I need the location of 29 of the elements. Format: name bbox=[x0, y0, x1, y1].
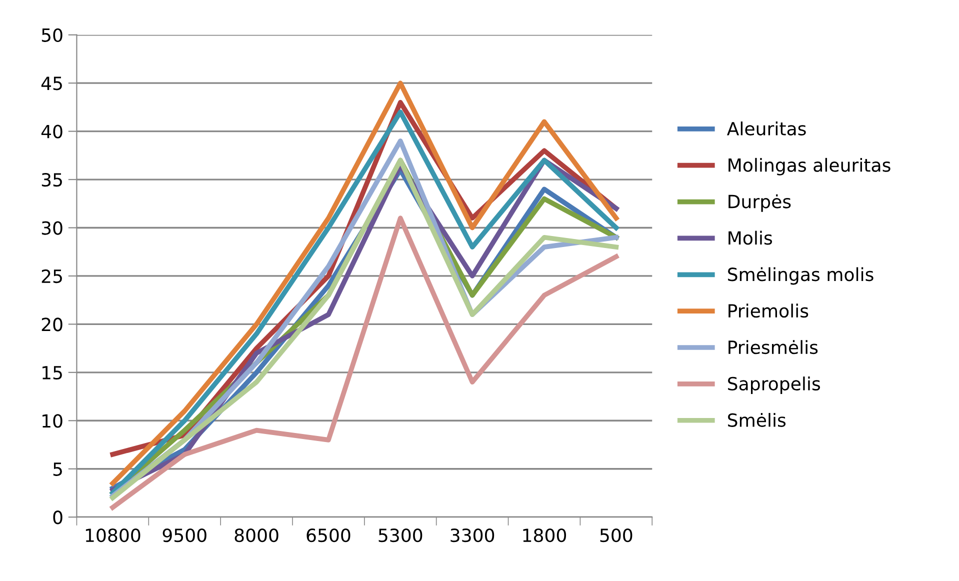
x-tick-label: 5300 bbox=[378, 528, 422, 542]
x-tick-label: 3300 bbox=[450, 528, 494, 542]
x-tick-label: 8000 bbox=[234, 528, 278, 542]
legend-label: Molingas aleuritas bbox=[728, 158, 890, 176]
y-tick-label: 25 bbox=[42, 269, 62, 284]
legend-label: Priemolis bbox=[728, 304, 808, 318]
y-tick-label: 5 bbox=[53, 462, 62, 476]
y-tick-label: 35 bbox=[42, 172, 62, 187]
line-series bbox=[110, 216, 619, 510]
x-tick-label: 1800 bbox=[523, 528, 566, 542]
y-tick-label: 20 bbox=[42, 318, 62, 332]
x-tick-label: 9500 bbox=[162, 528, 206, 542]
legend-label: Sapropelis bbox=[728, 376, 820, 394]
y-tick-label: 40 bbox=[41, 124, 62, 138]
legend-label: Aleuritas bbox=[726, 122, 806, 136]
legend-label: Durpės bbox=[728, 194, 791, 212]
y-tick-label: 30 bbox=[42, 221, 62, 235]
x-tick-label: 6500 bbox=[306, 528, 350, 542]
x-tick-label: 500 bbox=[600, 528, 632, 542]
legend-label: Molis bbox=[728, 230, 772, 245]
y-tick-label: 10 bbox=[42, 414, 62, 428]
y-tick-label: 50 bbox=[42, 28, 62, 42]
legend-label: Smėlis bbox=[728, 412, 786, 427]
x-tick-label: 10800 bbox=[86, 528, 140, 542]
legend-label: Priesmėlis bbox=[728, 340, 818, 354]
legend-label: Smėlingas molis bbox=[728, 267, 874, 285]
y-tick-label: 15 bbox=[42, 366, 62, 380]
y-tick-label: 45 bbox=[41, 76, 62, 90]
y-tick-label: 0 bbox=[53, 510, 62, 524]
